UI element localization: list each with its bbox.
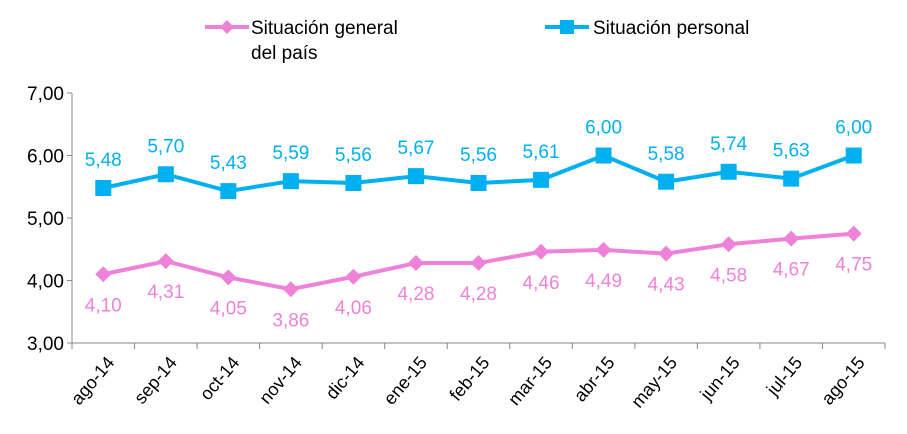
data-label: 6,00: [585, 118, 622, 139]
x-tick-label: feb-15: [445, 353, 493, 405]
data-label: 4,75: [835, 255, 872, 276]
y-tick-label: 6,00: [27, 147, 64, 168]
legend-label: Situación personal: [593, 18, 749, 39]
data-point: [220, 269, 237, 286]
data-label: 5,70: [147, 136, 184, 157]
legend-label: del país: [251, 43, 318, 64]
data-point: [470, 175, 487, 191]
data-point: [282, 173, 299, 190]
series-personal: 5,48 5,70 5,43 5,59 5,56 5,67 5,56 5,61 6,00 5,58…: [85, 118, 872, 200]
data-point: [845, 147, 862, 164]
series-general: 4,10 4,31 4,05 3,86 4,06 4,28 4,28 4,46 4,49 4,43…: [85, 225, 872, 331]
y-tick-label: 5,00: [27, 209, 64, 230]
data-label: 3,86: [272, 310, 309, 331]
data-label: 4,28: [460, 284, 497, 305]
data-label: 5,56: [460, 145, 497, 166]
x-tick-label: abr-15: [570, 353, 619, 406]
data-point: [783, 230, 800, 247]
x-tick-label: sep-14: [130, 353, 181, 408]
data-label: 5,67: [397, 138, 434, 159]
data-label: 4,05: [210, 298, 247, 319]
x-tick-label: ene-15: [380, 353, 431, 409]
data-point: [470, 255, 487, 271]
x-tick-label: mar-15: [504, 353, 556, 410]
data-label: 5,43: [210, 153, 247, 174]
data-point: [407, 255, 424, 271]
data-label: 5,56: [335, 145, 372, 166]
legend-item: Situación general del país: [205, 18, 398, 64]
x-tick-label: ago-14: [67, 353, 118, 409]
data-point: [95, 180, 112, 196]
data-label: 6,00: [835, 118, 872, 139]
data-point: [845, 225, 862, 242]
data-label: 4,06: [335, 298, 372, 319]
legend-marker: [560, 20, 574, 34]
data-point: [220, 183, 237, 200]
x-tick-label: ago-15: [817, 353, 868, 409]
data-label: 4,46: [523, 273, 560, 294]
data-label: 4,67: [773, 260, 810, 281]
data-label: 4,49: [585, 271, 622, 292]
data-point: [595, 147, 612, 164]
data-label: 5,63: [773, 141, 810, 162]
data-label: 5,48: [85, 150, 122, 171]
data-label: 4,31: [147, 282, 184, 303]
data-point: [345, 268, 362, 285]
x-tick-label: nov-14: [255, 353, 306, 408]
data-label: 4,43: [648, 275, 685, 296]
data-point: [658, 173, 675, 190]
data-point: [595, 241, 612, 258]
y-tick-label: 3,00: [27, 334, 64, 355]
y-tick-label: 7,00: [27, 84, 64, 105]
data-label: 4,28: [397, 284, 434, 305]
x-tick-label: jul-15: [762, 353, 806, 400]
data-label: 5,58: [648, 144, 685, 165]
data-point: [720, 236, 737, 253]
data-point: [95, 266, 112, 283]
x-tick-label: oct-14: [196, 353, 243, 404]
data-point: [345, 175, 362, 191]
data-label: 4,10: [85, 295, 122, 316]
data-point: [407, 168, 424, 185]
y-tick-label: 4,00: [27, 272, 64, 293]
data-point: [783, 170, 800, 187]
data-label: 5,59: [272, 143, 309, 164]
data-point: [720, 163, 737, 180]
data-point: [533, 171, 550, 188]
data-point: [658, 245, 675, 262]
data-point: [533, 243, 550, 260]
data-label: 4,58: [710, 265, 747, 286]
x-tick-label: dic-14: [322, 353, 369, 403]
data-point: [157, 166, 174, 183]
legend-item: Situación personal: [545, 18, 749, 39]
legend-marker: [220, 20, 234, 34]
x-tick-label: jun-15: [696, 353, 744, 405]
data-label: 5,61: [523, 142, 560, 163]
data-point: [157, 253, 174, 270]
data-label: 5,74: [710, 134, 747, 155]
x-tick-label: may-15: [627, 353, 681, 412]
legend-label: Situación general: [251, 18, 398, 39]
data-point: [282, 281, 299, 298]
